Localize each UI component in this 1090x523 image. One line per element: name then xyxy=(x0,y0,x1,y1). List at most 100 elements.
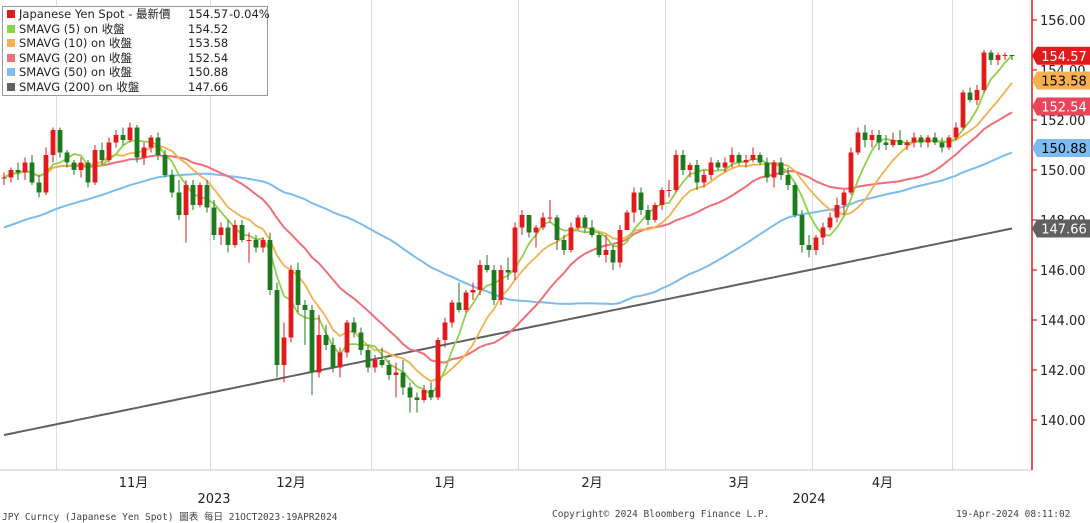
candle-body xyxy=(554,217,560,240)
candle-body xyxy=(400,372,406,388)
candle-body xyxy=(526,215,532,233)
candle-body xyxy=(533,227,539,233)
candle-body xyxy=(449,302,455,323)
candle-body xyxy=(932,137,938,143)
candle-body xyxy=(547,217,553,219)
candle-body xyxy=(722,162,728,168)
sma5-line xyxy=(3,54,1013,396)
candle-body xyxy=(120,135,126,140)
candle-body xyxy=(988,52,994,60)
y-tick-label: 146.00 xyxy=(1040,264,1086,279)
candle-body xyxy=(141,147,147,158)
candle-body xyxy=(645,210,651,220)
legend-value: 152.54 xyxy=(188,50,229,65)
legend-item-sma5: SMAVG (5) on 收盤 154.52 xyxy=(3,22,267,37)
candle-body xyxy=(736,155,742,163)
candle-body xyxy=(743,160,749,163)
candle-body xyxy=(610,250,616,263)
candle-body xyxy=(470,290,476,293)
x-month-label: 3月 xyxy=(728,476,749,491)
legend-value: 153.58 xyxy=(188,36,229,51)
candle-body xyxy=(1009,55,1015,56)
candle-body xyxy=(1002,55,1008,56)
legend-item-sma50: SMAVG (50) on 收盤 150.88 xyxy=(3,65,267,80)
candle-body xyxy=(960,92,966,128)
candle-body xyxy=(484,265,490,270)
candle-body xyxy=(232,225,238,245)
candle-body xyxy=(78,162,84,170)
candle-body xyxy=(246,240,252,241)
legend-item-price: Japanese Yen Spot - 最新價 154.57 -0.04% xyxy=(3,7,270,22)
candle-body xyxy=(134,127,140,158)
candle-body xyxy=(288,270,294,338)
price-tag xyxy=(1032,46,1090,65)
candle-body xyxy=(295,270,301,305)
price-tag-label: 147.66 xyxy=(1041,223,1087,238)
candle-body xyxy=(204,185,210,208)
legend-value: 147.66 xyxy=(188,79,229,94)
candle-body xyxy=(498,270,504,300)
candle-body xyxy=(624,212,630,230)
candle-body xyxy=(981,52,987,90)
legend-swatch xyxy=(7,39,15,48)
candle-body xyxy=(974,90,980,100)
footer-timestamp: 19-Apr-2024 08:11:02 xyxy=(956,509,1071,520)
candle-body xyxy=(477,265,483,290)
candle-body xyxy=(967,92,973,100)
candle-body xyxy=(183,185,189,215)
x-month-label: 11月 xyxy=(119,476,149,491)
candle-body xyxy=(750,155,756,160)
candle-body xyxy=(407,387,413,398)
candle-body xyxy=(260,240,266,248)
legend-value: 150.88 xyxy=(188,65,229,80)
candle-body xyxy=(785,175,791,185)
legend-swatch xyxy=(7,53,15,62)
candle-body xyxy=(883,142,889,145)
candle-body xyxy=(414,397,420,400)
price-tag xyxy=(1032,71,1090,90)
candle-body xyxy=(162,155,168,175)
candle-body xyxy=(344,322,350,353)
candle-body xyxy=(666,190,672,191)
candle-body xyxy=(617,230,623,263)
candle-body xyxy=(197,185,203,205)
legend-change: -0.04% xyxy=(229,7,270,21)
price-tag xyxy=(1032,139,1090,157)
footer-left: JPY Curncy (Japanese Yen Spot) 圖表 每日 21O… xyxy=(2,512,338,523)
candle-body xyxy=(421,390,427,400)
candle-body xyxy=(316,335,322,373)
chart-legend: Japanese Yen Spot - 最新價 154.57 -0.04% SM… xyxy=(2,6,270,96)
candle-body xyxy=(652,205,658,220)
candle-body xyxy=(29,162,35,183)
candle-body xyxy=(862,132,868,140)
sma-layer xyxy=(3,54,1013,436)
candle-body xyxy=(365,350,371,368)
candle-body xyxy=(372,360,378,368)
tag-layer: 154.57 153.58 152.54 150.88 147.66 xyxy=(1032,46,1090,238)
candle-body xyxy=(841,192,847,205)
price-tag xyxy=(1032,97,1090,116)
candle-body xyxy=(176,192,182,215)
candle-body xyxy=(218,227,224,235)
candle-body xyxy=(589,227,595,235)
legend-label: SMAVG (200) on 收盤 xyxy=(19,79,140,94)
candle-body xyxy=(904,142,910,145)
candle-body xyxy=(491,270,497,300)
candle-body xyxy=(281,337,287,365)
candle-body xyxy=(876,135,882,143)
x-month-label: 1月 xyxy=(434,476,455,491)
x-month-label: 4月 xyxy=(872,476,893,491)
candle-body xyxy=(995,55,1001,60)
candle-body xyxy=(694,165,700,183)
legend-swatch xyxy=(7,10,15,18)
sma20-line xyxy=(3,111,1013,364)
candle-body xyxy=(946,137,952,148)
candle-body xyxy=(330,345,336,368)
candle-body xyxy=(925,137,931,143)
candle-body xyxy=(673,155,679,190)
candle-body xyxy=(309,310,315,373)
candle-body xyxy=(106,142,112,160)
candle-body xyxy=(85,162,91,183)
candle-body xyxy=(897,140,903,145)
candle-body xyxy=(274,290,280,365)
